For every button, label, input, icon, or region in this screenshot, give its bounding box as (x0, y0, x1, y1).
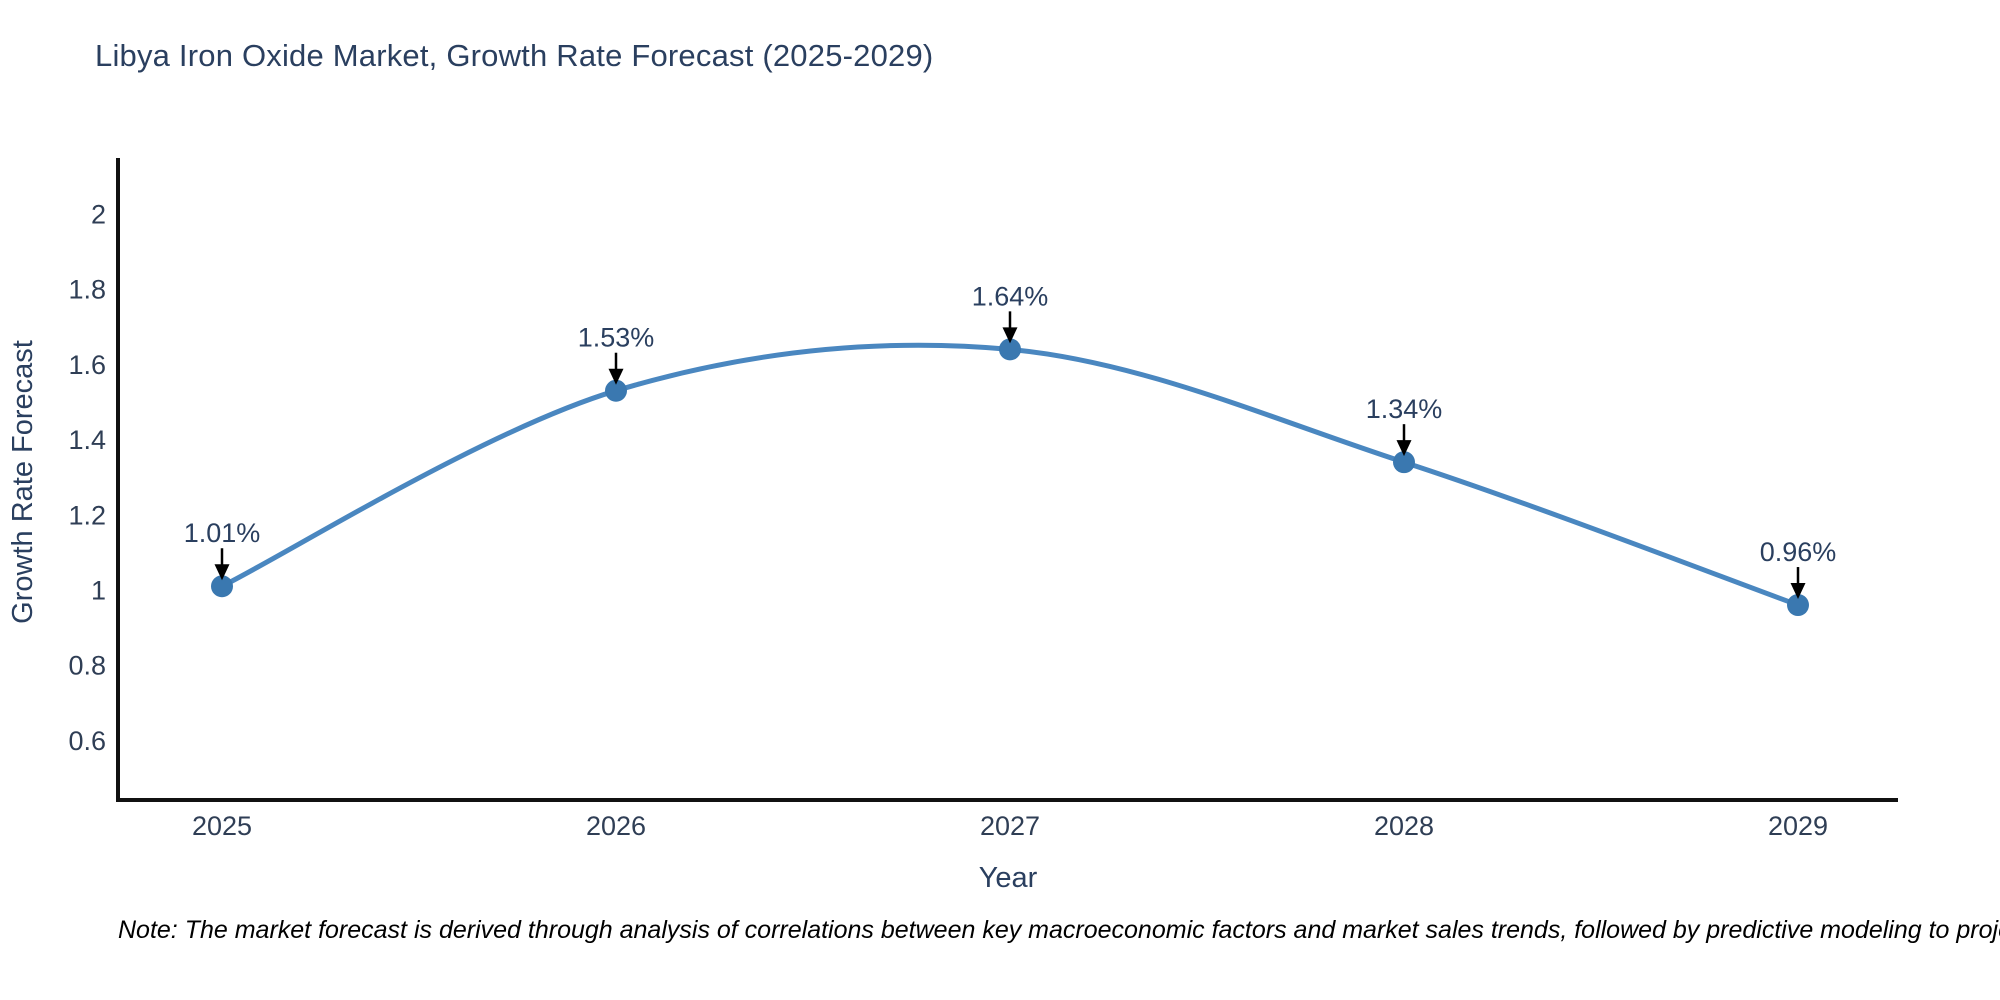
y-tick-label: 1.8 (68, 275, 106, 305)
x-tick-label: 2027 (980, 811, 1040, 841)
y-tick-label: 1.2 (68, 500, 106, 530)
annotation-arrowhead (1002, 327, 1018, 344)
annotation-arrowhead (1790, 583, 1806, 600)
growth-rate-line-chart: 21.81.61.41.210.80.6 2025 2026 2027 2028 202… (7, 158, 1898, 894)
series-line (220, 342, 1799, 608)
x-axis-tick-labels: 2025 2026 2027 2028 2029 (192, 811, 1828, 841)
x-tick-label: 2028 (1374, 811, 1434, 841)
x-tick-label: 2029 (1768, 811, 1828, 841)
data-point-marker (605, 379, 627, 402)
chart-title: Libya Iron Oxide Market, Growth Rate For… (95, 38, 934, 73)
data-point-marker (1393, 451, 1415, 474)
x-axis-title: Year (979, 862, 1038, 894)
y-axis-tick-labels: 2 1.8 1.6 1.4 1.2 1 0.8 0.6 (68, 200, 106, 756)
data-point-label: 0.96% (1760, 537, 1837, 567)
y-tick-label: 2 (91, 200, 106, 230)
data-point-label: 1.01% (184, 518, 261, 548)
data-point-marker (1787, 594, 1809, 617)
y-tick-label: 0.8 (68, 651, 106, 681)
data-point-markers (211, 338, 1809, 617)
footnote: Note: The market forecast is derived thr… (118, 916, 2000, 944)
data-point-label: 1.34% (1366, 394, 1443, 424)
data-point-label: 1.53% (578, 323, 655, 353)
data-point-label: 1.64% (972, 281, 1049, 311)
annotation-arrowhead (1396, 440, 1412, 457)
y-axis-title: Growth Rate Forecast (7, 340, 39, 624)
annotation-arrowhead (608, 368, 624, 385)
x-tick-label: 2025 (192, 811, 252, 841)
y-tick-label: 1.6 (68, 350, 106, 380)
data-point-marker (211, 575, 233, 598)
y-tick-label: 0.6 (68, 726, 106, 756)
y-tick-label: 1.4 (68, 425, 106, 455)
data-point-marker (999, 338, 1021, 361)
data-point-annotations: 1.01% 1.53% 1.64% 1.34% 0.96% (184, 281, 1837, 600)
x-tick-label: 2026 (586, 811, 646, 841)
y-tick-label: 1 (91, 576, 106, 606)
annotation-arrowhead (214, 564, 230, 581)
